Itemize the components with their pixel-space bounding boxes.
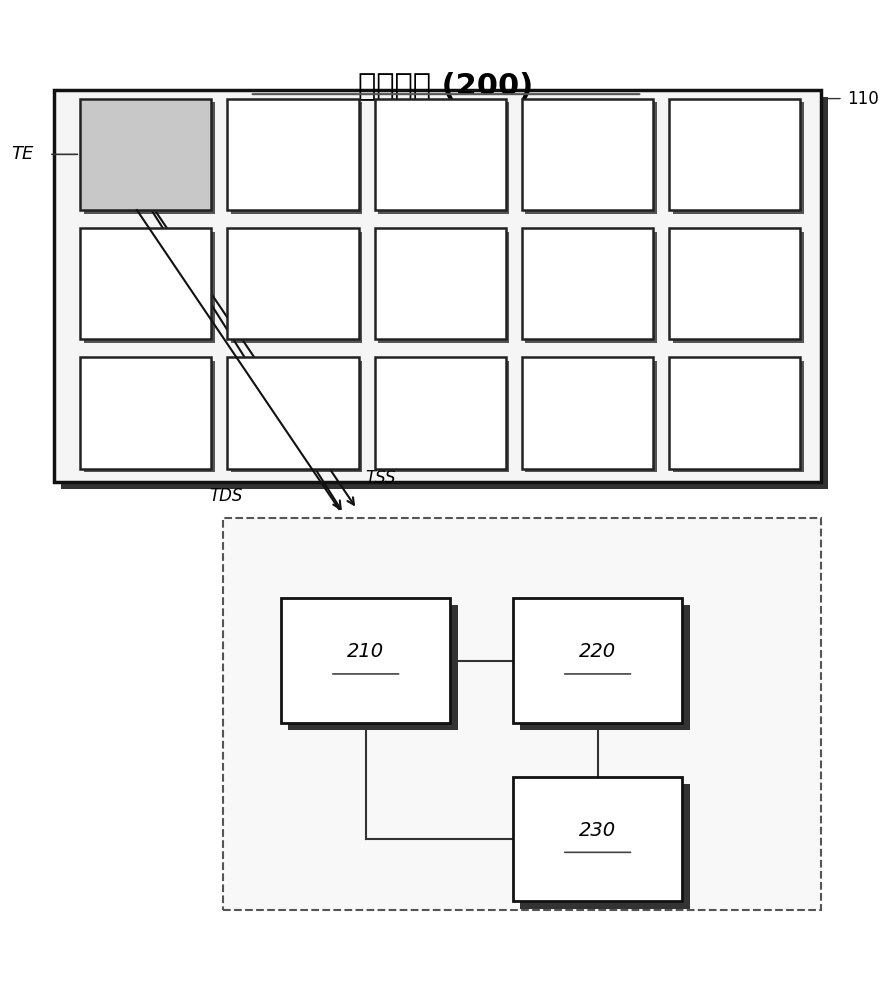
FancyBboxPatch shape (669, 228, 800, 339)
FancyBboxPatch shape (673, 361, 804, 472)
FancyBboxPatch shape (231, 102, 362, 214)
FancyBboxPatch shape (61, 97, 828, 489)
FancyBboxPatch shape (227, 357, 359, 469)
FancyBboxPatch shape (525, 102, 657, 214)
FancyBboxPatch shape (231, 361, 362, 472)
FancyBboxPatch shape (520, 784, 690, 909)
Text: 210: 210 (347, 642, 384, 661)
FancyBboxPatch shape (375, 357, 506, 469)
FancyBboxPatch shape (80, 357, 211, 469)
FancyBboxPatch shape (669, 99, 800, 210)
Text: 230: 230 (579, 821, 616, 840)
FancyBboxPatch shape (84, 232, 215, 343)
FancyBboxPatch shape (84, 361, 215, 472)
FancyBboxPatch shape (673, 102, 804, 214)
FancyBboxPatch shape (520, 605, 690, 730)
FancyBboxPatch shape (522, 228, 653, 339)
FancyBboxPatch shape (378, 232, 509, 343)
FancyBboxPatch shape (231, 232, 362, 343)
FancyBboxPatch shape (673, 232, 804, 343)
Text: TE: TE (11, 145, 34, 163)
FancyBboxPatch shape (522, 357, 653, 469)
Text: TSS: TSS (366, 469, 396, 487)
FancyBboxPatch shape (513, 777, 682, 901)
FancyBboxPatch shape (54, 90, 821, 482)
Text: 触摸系统 (200): 触摸系统 (200) (359, 71, 533, 100)
FancyBboxPatch shape (375, 228, 506, 339)
FancyBboxPatch shape (80, 228, 211, 339)
FancyBboxPatch shape (378, 361, 509, 472)
Text: 110: 110 (847, 90, 880, 108)
FancyBboxPatch shape (84, 102, 215, 214)
FancyBboxPatch shape (522, 99, 653, 210)
FancyBboxPatch shape (513, 598, 682, 723)
FancyBboxPatch shape (227, 228, 359, 339)
FancyBboxPatch shape (223, 518, 821, 910)
FancyBboxPatch shape (288, 605, 458, 730)
Text: TDS: TDS (210, 487, 243, 505)
FancyBboxPatch shape (525, 232, 657, 343)
Text: 220: 220 (579, 642, 616, 661)
FancyBboxPatch shape (669, 357, 800, 469)
FancyBboxPatch shape (80, 99, 211, 210)
FancyBboxPatch shape (375, 99, 506, 210)
FancyBboxPatch shape (227, 99, 359, 210)
FancyBboxPatch shape (281, 598, 450, 723)
FancyBboxPatch shape (378, 102, 509, 214)
FancyBboxPatch shape (525, 361, 657, 472)
